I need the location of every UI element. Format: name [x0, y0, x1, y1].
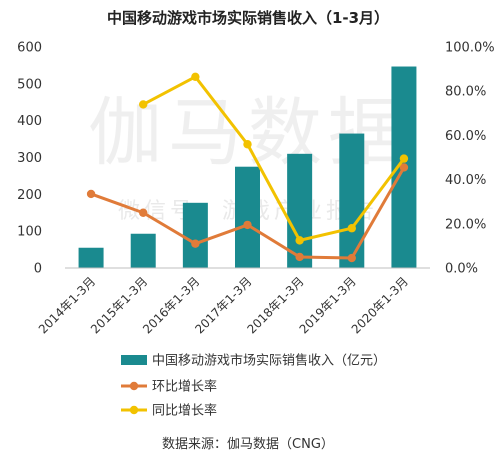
y-right-tick-label: 60.0%	[445, 129, 486, 144]
legend-swatch	[121, 355, 147, 365]
data-point	[139, 100, 148, 109]
y-right-tick-label: 20.0%	[445, 217, 486, 232]
legend-label: 同比增长率	[152, 403, 217, 419]
data-point	[86, 189, 96, 199]
y-left-tick-label: 0	[34, 262, 42, 277]
legend-marker	[129, 381, 139, 391]
legend-marker	[129, 405, 139, 415]
y-right-tick-label: 100.0%	[445, 41, 495, 56]
y-left-tick-label: 300	[17, 151, 42, 166]
data-point	[399, 154, 409, 163]
x-axis: 2014年1-3月2015年1-3月2016年1-3月2017年1-3月2018…	[36, 274, 411, 336]
y-left-tick-label: 400	[17, 114, 42, 129]
data-point	[243, 220, 252, 230]
y-left-tick-label: 100	[17, 225, 42, 240]
data-point	[347, 253, 356, 263]
y-axis-right: 0.0% 20.0% 40.0% 60.0% 80.0% 100.0%	[445, 41, 495, 277]
y-left-tick-label: 500	[17, 77, 42, 92]
data-point	[399, 163, 409, 172]
data-point	[191, 72, 200, 82]
chart-title: 中国移动游戏市场实际销售收入（1-3月）	[107, 9, 389, 27]
y-right-tick-label: 80.0%	[445, 85, 486, 100]
y-right-tick-label: 0.0%	[445, 262, 478, 277]
data-point	[191, 239, 200, 248]
bar	[78, 247, 104, 268]
source-note: 数据来源：伽马数据（CNG）	[162, 437, 334, 452]
line-series	[86, 72, 409, 263]
data-point	[243, 140, 252, 149]
y-right-tick-label: 40.0%	[445, 173, 486, 188]
data-point	[347, 224, 356, 233]
y-left-tick-label: 200	[17, 188, 42, 203]
series-line	[142, 75, 406, 242]
bar	[182, 202, 208, 268]
y-axis-left: 0 100 200 300 400 500 600	[17, 41, 42, 277]
bar	[235, 166, 260, 268]
data-point	[295, 252, 304, 262]
legend-label: 环比增长率	[152, 379, 217, 395]
bar	[287, 153, 313, 268]
bar	[130, 233, 156, 268]
legend-label: 中国移动游戏市场实际销售收入（亿元）	[152, 353, 386, 369]
data-point	[139, 208, 148, 217]
bar	[339, 133, 365, 268]
y-left-tick-label: 600	[17, 41, 42, 56]
data-point	[295, 236, 304, 245]
